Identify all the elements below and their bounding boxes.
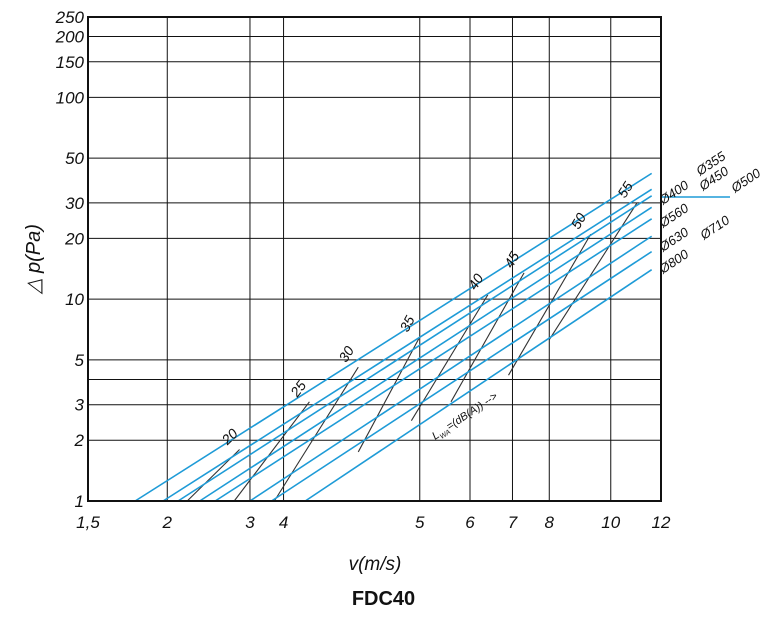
duct-series-line [249,235,653,502]
y-axis-label: △ p(Pa) [23,224,45,295]
duct-series-line [214,218,653,502]
y-tick-label: 150 [56,53,85,72]
y-tick-label: 200 [55,28,85,47]
duct-series-line [304,269,653,502]
lwa-annotation: LWA=(dB(A)) --> [430,390,501,444]
duct-series-line [199,206,653,502]
x-tick-label: 6 [465,513,475,532]
x-tick-label: 5 [415,513,425,532]
y-tick-label: 1 [75,492,84,511]
x-tick-label: 2 [162,513,173,532]
x-tick-label: 12 [652,513,671,532]
sound-level-line [357,336,421,453]
duct-series-line [271,250,653,502]
duct-series-lines [134,172,730,502]
sound-level-line [450,272,525,403]
sound-level-label: 45 [501,249,523,271]
sound-level-line [273,366,359,502]
y-tick-label: 10 [65,290,84,309]
sound-level-line [410,294,489,421]
x-tick-label: 7 [508,513,518,532]
y-tick-label: 20 [64,229,84,248]
sound-level-line [548,202,638,340]
x-tick-label: 1,5 [76,513,100,532]
y-tick-label: 250 [55,8,85,27]
x-tick-label: 8 [545,513,555,532]
chart-title: FDC40 [351,588,416,610]
lwa-symbol: L [430,429,442,442]
sound-level-line [508,233,592,376]
duct-series-line [177,195,653,502]
chart-grid [87,16,662,502]
y-tick-label: 100 [56,88,85,107]
sound-level-label: 35 [396,313,418,334]
y-tick-label: 5 [75,351,85,370]
x-tick-label: 4 [279,513,288,532]
x-tick-label: 3 [245,513,255,532]
y-tick-label: 50 [65,149,84,168]
sound-level-line [233,401,310,502]
lwa-annotation-text: LWA=(dB(A)) --> [430,390,501,444]
series-label: Ø500 [728,165,764,196]
series-label: Ø710 [697,212,733,243]
duct-series-line [134,172,653,502]
duct-series-line [162,188,653,502]
y-tick-label: 30 [65,194,84,213]
sound-level-label: 20 [218,425,241,448]
sound-level-label: 40 [465,271,487,293]
plot-frame [87,16,662,502]
sound-level-label: 55 [614,179,636,201]
sound-level-label: 50 [568,210,590,232]
y-tick-label: 3 [75,396,85,415]
y-tick-label: 2 [74,431,85,450]
sound-level-label: 25 [286,377,309,400]
sound-level-lines [186,202,638,502]
lwa-formula: =(dB(A)) --> [444,390,500,433]
sound-level-label: 30 [335,343,357,365]
x-tick-label: 10 [601,513,620,532]
x-axis-label: v(m/s) [349,554,402,575]
chart-labels: 1,5 2 3 4 5 6 7 8 10 1212351020305010015020025020… [55,8,764,532]
